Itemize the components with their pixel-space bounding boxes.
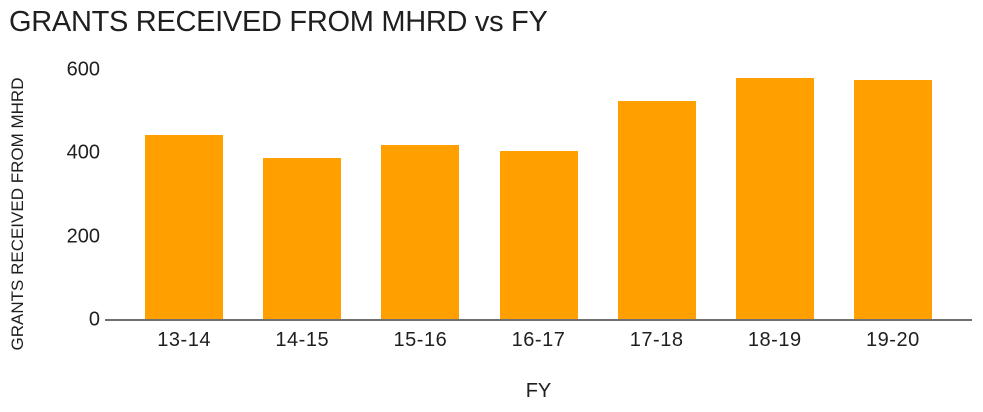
bar-14-15[interactable]: [263, 157, 342, 320]
x-tick-label-13-14: 13-14: [157, 329, 211, 351]
y-tick-label-200: 200: [66, 225, 100, 248]
x-tick-label-14-15: 14-15: [275, 329, 330, 351]
bar-17-18[interactable]: [617, 101, 696, 320]
y-tick-label-600: 600: [66, 58, 100, 81]
x-tick-label-15-16: 15-16: [393, 329, 448, 351]
x-tick-label-17-18: 17-18: [629, 329, 684, 351]
y-tick-labels: 600 400 200 0: [0, 0, 100, 412]
x-axis-title: FY: [525, 380, 552, 402]
x-tick-label-18-19: 18-19: [747, 329, 802, 351]
bar-13-14[interactable]: [145, 134, 224, 320]
y-tick-label-400: 400: [66, 141, 100, 164]
x-tick-label-19-20: 19-20: [866, 329, 920, 351]
x-tick-labels: 13-14 14-15 15-16 16-17 17-18 18-19 19-20: [105, 329, 972, 352]
bar-16-17[interactable]: [499, 151, 578, 320]
plot-area: [105, 70, 972, 320]
bars-row: [105, 70, 972, 320]
x-tick-label-16-17: 16-17: [511, 329, 566, 351]
x-axis-line: [105, 319, 972, 321]
bar-18-19[interactable]: [735, 78, 814, 320]
bar-15-16[interactable]: [381, 145, 460, 320]
chart-title: GRANTS RECEIVED FROM MHRD vs FY: [9, 6, 548, 38]
y-tick-label-0: 0: [88, 308, 100, 331]
bar-19-20[interactable]: [853, 80, 932, 320]
